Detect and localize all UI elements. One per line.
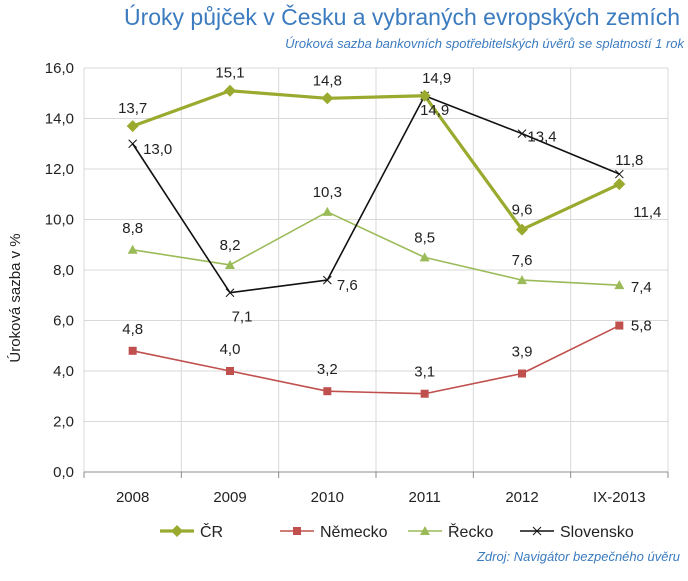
data-point-stroke	[614, 169, 624, 179]
gridlines	[83, 67, 669, 473]
data-label: 14,8	[313, 72, 342, 89]
y-tick-label: 0,0	[53, 464, 74, 481]
data-point	[127, 244, 138, 254]
data-label: 3,1	[414, 364, 435, 381]
data-point-stroke	[517, 129, 527, 139]
data-label: 14,9	[422, 70, 451, 87]
data-label: 7,6	[337, 277, 358, 294]
data-label: 5,8	[631, 318, 652, 335]
data-label: 8,5	[414, 229, 435, 246]
data-point	[128, 346, 137, 355]
legend-marker	[532, 526, 542, 536]
data-label: 7,4	[631, 279, 652, 296]
y-tick-label: 8,0	[53, 262, 74, 279]
data-label: 9,6	[512, 202, 533, 219]
data-point	[614, 280, 625, 290]
data-point	[126, 120, 139, 133]
data-point	[420, 389, 429, 398]
series-lines	[131, 89, 621, 395]
data-label: 10,3	[313, 184, 342, 201]
legend-marker	[293, 527, 301, 535]
data-label: 7,1	[232, 309, 253, 326]
y-tick-label: 16,0	[45, 60, 74, 77]
data-point	[322, 206, 333, 216]
legend-label: Slovensko	[560, 524, 634, 541]
data-point	[517, 129, 527, 139]
series-line-Německo	[132, 324, 620, 395]
y-axis: 0,0 2,0 4,0 6,0 8,0 10,0 12,0 14,0 16,0	[45, 60, 74, 481]
y-tick-label: 2,0	[53, 414, 74, 431]
x-tick-label: 2008	[116, 489, 149, 506]
data-point	[224, 84, 236, 97]
chart-title: Úroky půjček v Česku a vybraných evropsk…	[123, 4, 680, 30]
data-label: 4,8	[122, 321, 143, 338]
data-point	[322, 275, 332, 285]
data-label: 7,6	[512, 252, 533, 269]
data-point	[518, 369, 526, 378]
data-label: 8,8	[122, 220, 143, 237]
data-label: 13,7	[118, 100, 147, 117]
data-label: 14,9	[420, 102, 449, 119]
data-point	[516, 223, 528, 236]
data-point	[517, 275, 527, 285]
data-point	[225, 259, 235, 269]
legend-marker	[171, 525, 183, 537]
series-line-Řecko	[132, 211, 620, 286]
data-labels: 4,8 4,0 3,2 3,1 3,9 5,8 8,8 8,2 10,3 8,5 7,6 7,4 13,…	[118, 65, 661, 381]
source-note: Zdroj: Navigátor bezpečného úvěru	[476, 549, 680, 564]
data-point	[225, 288, 235, 298]
y-tick-label: 4,0	[53, 363, 74, 380]
data-point-stroke	[322, 275, 332, 285]
y-axis-label: Úroková sazba v %	[7, 233, 24, 362]
series-line-Slovensko	[131, 94, 620, 294]
data-label: 8,2	[220, 237, 241, 254]
series-markers	[126, 84, 626, 398]
legend-label: Německo	[320, 524, 388, 541]
data-point	[226, 367, 234, 375]
x-axis: 2008 2009 2010 2011 2012 IX-2013	[83, 471, 669, 506]
data-label: 13,0	[143, 141, 172, 158]
data-point-stroke	[225, 288, 235, 298]
x-tick-label: 2011	[409, 489, 441, 506]
data-label: 4,0	[220, 341, 241, 358]
legend-marker	[420, 526, 430, 535]
y-tick-label: 14,0	[45, 111, 74, 128]
legend-label: Řecko	[448, 522, 493, 541]
data-label: 3,9	[512, 344, 533, 361]
data-point	[615, 321, 624, 330]
data-point	[321, 92, 334, 105]
data-label: 11,4	[633, 204, 661, 221]
x-tick-label: 2009	[213, 489, 246, 506]
data-point-stroke	[128, 139, 138, 149]
data-point	[613, 178, 626, 191]
y-tick-label: 10,0	[45, 212, 74, 229]
data-label: 13,4	[527, 129, 556, 146]
data-label: 3,2	[317, 361, 338, 378]
legend: ČR Německo Řecko Slovensko	[160, 522, 634, 541]
chart-subtitle: Úroková sazba bankovních spotřebitelskýc…	[285, 36, 684, 51]
data-label: 11,8	[615, 152, 643, 169]
data-point	[614, 169, 624, 179]
x-tick-label: 2010	[311, 489, 344, 506]
data-point	[128, 139, 138, 149]
data-point	[419, 252, 430, 262]
data-point	[323, 387, 332, 396]
data-point	[418, 89, 431, 102]
y-tick-label: 6,0	[53, 313, 74, 330]
x-tick-label: IX-2013	[593, 489, 646, 506]
x-tick-label: 2012	[505, 489, 538, 506]
series-line-ČR	[132, 89, 621, 232]
legend-label: ČR	[200, 522, 223, 541]
y-tick-label: 12,0	[45, 161, 74, 178]
data-label: 15,1	[215, 65, 244, 82]
